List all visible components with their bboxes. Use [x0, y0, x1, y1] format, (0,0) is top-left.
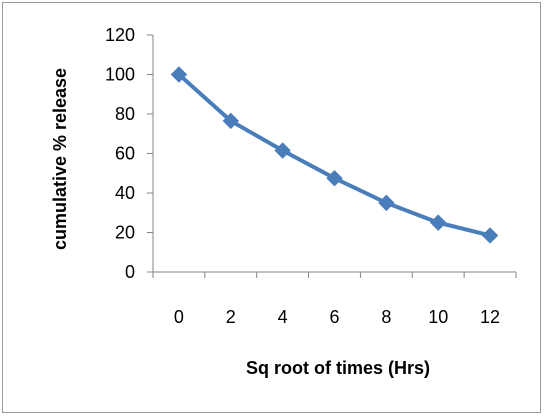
y-axis-title: cumulative % release: [50, 68, 70, 250]
x-tick-label: 12: [480, 307, 500, 327]
y-tick-label: 20: [115, 223, 135, 243]
data-point-marker: [274, 142, 291, 159]
y-tick-label: 120: [105, 25, 135, 45]
data-point-marker: [430, 214, 447, 231]
x-tick-label: 10: [428, 307, 448, 327]
axes-layer: 0 20 40 60 80 100 120 0 2 4 6 8 10 12: [105, 25, 517, 327]
data-point-marker: [170, 66, 188, 83]
x-tick-label: 4: [278, 307, 288, 327]
x-tick-label: 6: [329, 307, 339, 327]
data-point-marker: [326, 169, 343, 187]
data-point-marker: [378, 194, 395, 212]
y-tick-label: 60: [115, 144, 135, 164]
x-tick-label: 8: [381, 307, 391, 327]
x-tick-label: 0: [174, 307, 184, 327]
data-point-marker: [222, 112, 239, 130]
data-point-marker: [481, 227, 499, 244]
chart-border: [2, 2, 541, 413]
y-tick-label: 40: [115, 183, 135, 203]
y-tick-label: 80: [115, 104, 135, 124]
y-tick-label: 100: [105, 65, 135, 85]
x-axis-title: Sq root of times (Hrs): [246, 358, 430, 378]
series-layer: [170, 66, 499, 244]
x-tick-label: 2: [226, 307, 236, 327]
y-tick-label: 0: [125, 262, 135, 282]
